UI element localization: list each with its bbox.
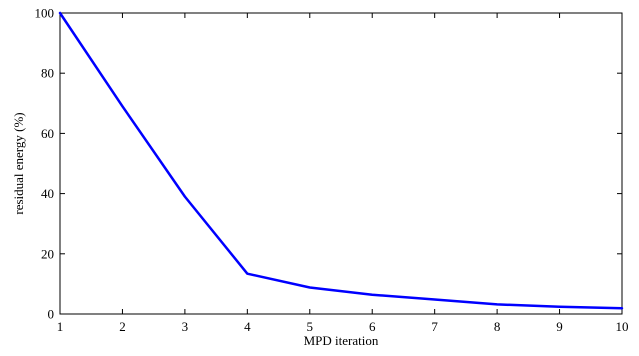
x-tick-label: 6	[369, 319, 376, 334]
y-tick-label: 100	[35, 6, 55, 21]
y-tick-label: 0	[48, 307, 55, 322]
plot-area	[59, 12, 623, 315]
plot-frame	[59, 12, 623, 315]
x-tick-label: 7	[431, 319, 438, 334]
x-tick-label: 10	[616, 319, 629, 334]
x-axis-label: MPD iteration	[304, 333, 379, 348]
x-tick-label: 5	[307, 319, 314, 334]
x-tick-label: 3	[182, 319, 189, 334]
y-tick-label: 80	[41, 66, 54, 81]
x-tick-label: 8	[494, 319, 501, 334]
series-line	[58, 11, 624, 310]
y-tick-label: 60	[41, 126, 54, 141]
y-axis-label: residual energy (%)	[11, 112, 26, 214]
x-tick-label: 1	[57, 319, 64, 334]
x-tick-label: 4	[244, 319, 251, 334]
x-tick-label: 9	[556, 319, 563, 334]
x-tick-label: 2	[119, 319, 126, 334]
x-axis: 1 2 3 4 5 6 7 8 9 10	[57, 13, 629, 334]
y-tick-label: 40	[41, 186, 54, 201]
series-layer	[58, 11, 624, 310]
y-axis: 0 20 40 60 80 100	[35, 6, 622, 322]
y-tick-label: 20	[41, 246, 54, 261]
